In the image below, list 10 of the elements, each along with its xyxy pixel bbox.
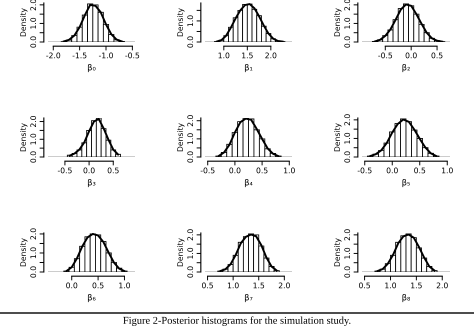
x-axis-title: β₂ — [402, 64, 410, 72]
x-axis-title: β₆ — [88, 294, 96, 302]
caption: Figure 2-Posterior histograms for the simulation study. — [123, 316, 350, 326]
x-axis-title: β₁ — [244, 64, 252, 72]
x-axis-title: β₅ — [402, 178, 410, 188]
x-axis-title: β₇ — [244, 294, 252, 302]
x-axis-title: β₀ — [88, 64, 96, 72]
x-axis-title: β₃ — [88, 178, 96, 188]
x-axis-title: β₈ — [402, 294, 410, 302]
x-axis-title: β₄ — [244, 178, 253, 188]
